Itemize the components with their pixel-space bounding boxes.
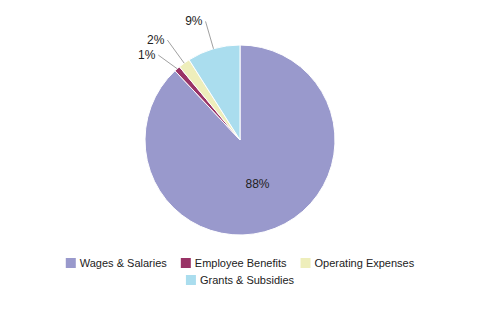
legend-label: Grants & Subsidies [200, 274, 295, 286]
slice [145, 45, 335, 235]
data-labels: 88% 9% 2%1% [138, 14, 270, 191]
legend-swatch [66, 258, 76, 268]
legend-label: Operating Expenses [315, 257, 415, 269]
legend-item: Employee Benefits [181, 257, 287, 269]
leader-line [206, 21, 214, 48]
slices [145, 45, 335, 235]
chart: 88% 9% 2%1% Wages & Salaries Employee Benefi… [0, 0, 480, 333]
legend-label: Wages & Salaries [80, 257, 168, 269]
data-label: 88% [245, 177, 269, 191]
legend-label: Employee Benefits [195, 257, 287, 269]
legend-swatch [186, 275, 196, 285]
data-label: 9% [185, 14, 203, 28]
legend-item: Grants & Subsidies [186, 274, 295, 286]
data-label: 1% [138, 48, 156, 62]
legend: Wages & Salaries Employee Benefits Operati… [66, 257, 415, 286]
legend-swatch [301, 258, 311, 268]
legend-item: Wages & Salaries [66, 257, 168, 269]
leader-line [158, 55, 177, 69]
leader-line [167, 40, 184, 63]
legend-item: Operating Expenses [301, 257, 415, 269]
legend-swatch [181, 258, 191, 268]
slice [189, 45, 240, 140]
data-label: 2% [147, 33, 165, 47]
